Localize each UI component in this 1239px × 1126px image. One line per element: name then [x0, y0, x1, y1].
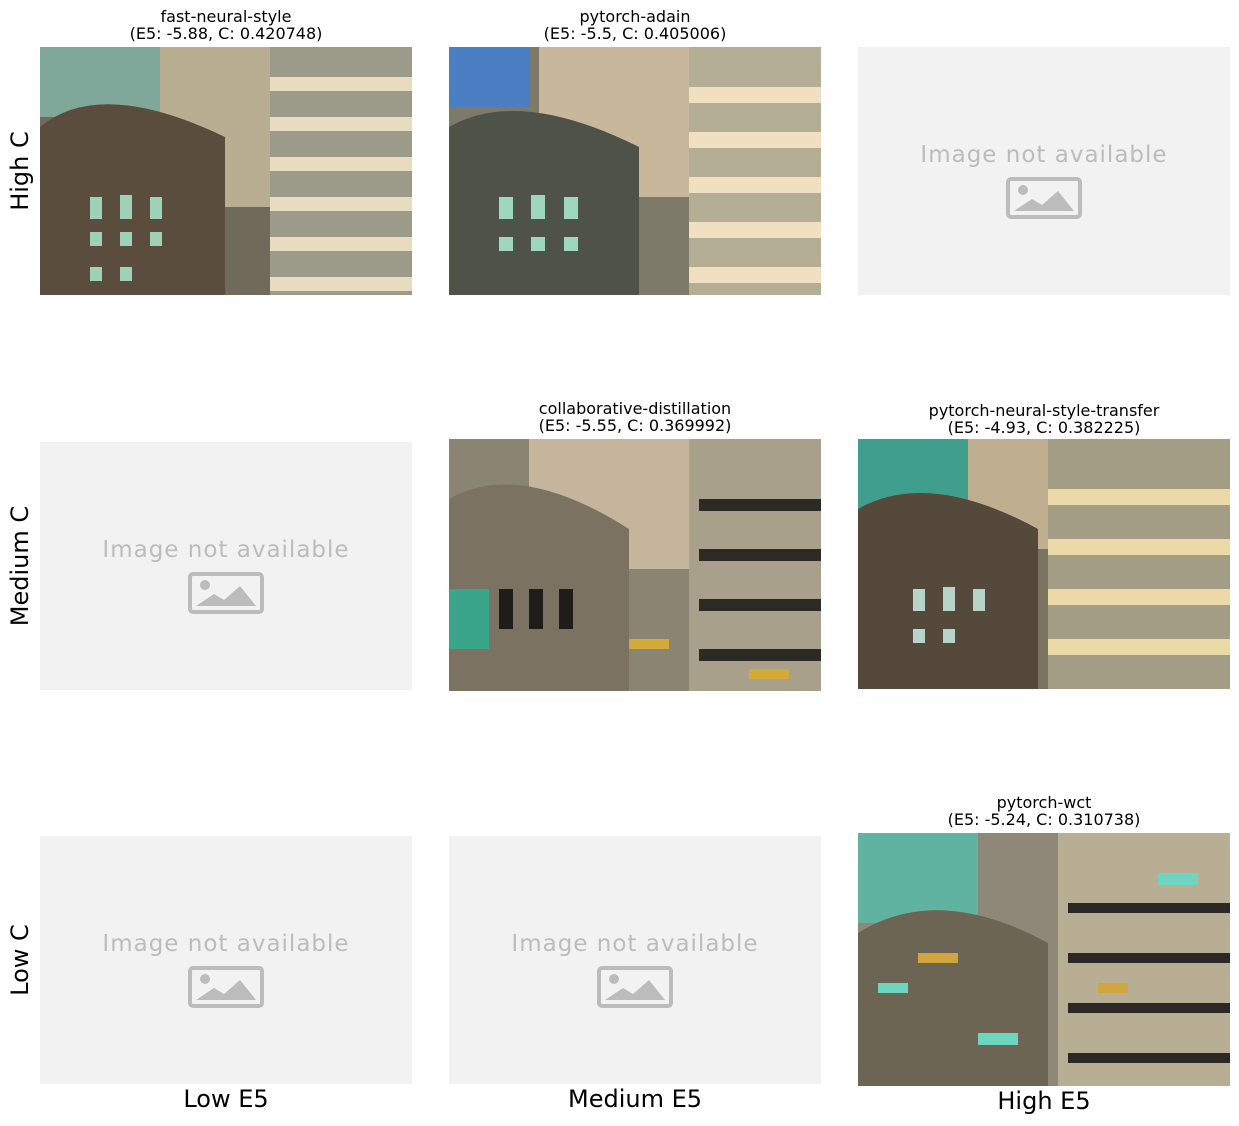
row-label-high-c: High C — [6, 131, 34, 211]
image-placeholder-icon — [188, 572, 264, 614]
image-not-available-low-medium: Image not available — [449, 836, 821, 1084]
image-placeholder-icon — [597, 966, 673, 1008]
panel-title-pytorch-adain: pytorch-adain (E5: -5.5, C: 0.405006) — [543, 7, 727, 43]
image-placeholder-icon — [188, 966, 264, 1008]
col-label-low-e5: Low E5 — [183, 1085, 269, 1113]
row-label-low-c: Low C — [6, 924, 34, 996]
panel-title-collaborative-distillation: collaborative-distillation (E5: -5.55, C… — [538, 399, 732, 435]
image-not-available-medium-low: Image not available — [40, 442, 412, 690]
styled-image-pytorch-wct — [858, 833, 1230, 1086]
panel-title-pytorch-neural-style-transfer: pytorch-neural-style-transfer (E5: -4.93… — [928, 401, 1160, 437]
image-not-available-low-low: Image not available — [40, 836, 412, 1084]
col-label-medium-e5: Medium E5 — [567, 1085, 703, 1113]
styled-image-collaborative-distillation — [449, 439, 821, 691]
col-label-high-e5: High E5 — [997, 1087, 1091, 1115]
image-not-available-high-high: Image not available — [858, 47, 1230, 295]
styled-image-pytorch-neural-style-transfer — [858, 439, 1230, 689]
styled-image-fast-neural-style — [40, 47, 412, 295]
image-placeholder-icon — [1006, 177, 1082, 219]
styled-image-pytorch-adain — [449, 47, 821, 295]
row-label-medium-c: Medium C — [6, 505, 34, 627]
panel-title-fast-neural-style: fast-neural-style (E5: -5.88, C: 0.42074… — [129, 7, 323, 43]
panel-title-pytorch-wct: pytorch-wct (E5: -5.24, C: 0.310738) — [947, 793, 1141, 829]
